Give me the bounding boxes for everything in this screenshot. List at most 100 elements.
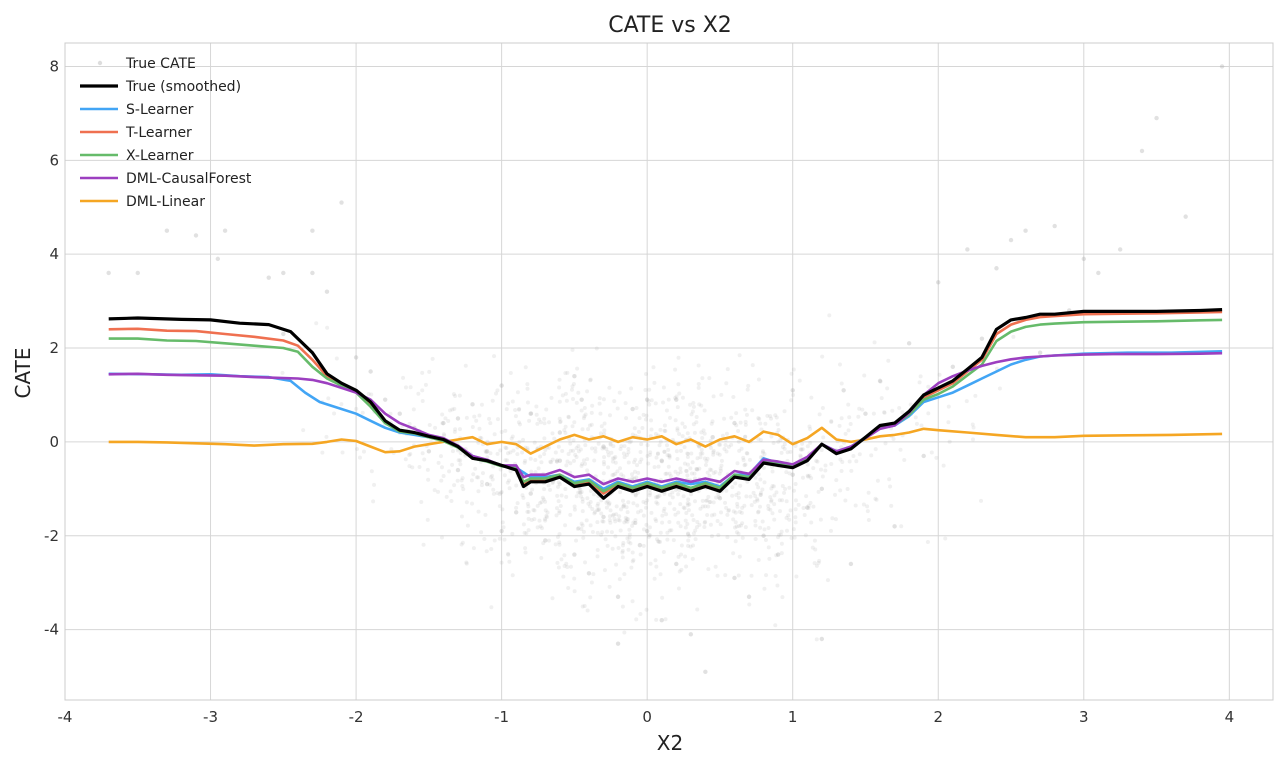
scatter-cloud-point (542, 487, 547, 492)
scatter-point (1219, 64, 1225, 69)
series-line-t-learner (108, 310, 1223, 495)
scatter-cloud-point (663, 428, 668, 433)
scatter-cloud-point (654, 500, 659, 505)
scatter-cloud-point (624, 505, 629, 510)
scatter-cloud-point (477, 413, 482, 418)
scatter-cloud-point (595, 530, 600, 535)
legend-label: X-Learner (126, 148, 194, 164)
scatter-cloud-point (602, 428, 607, 433)
scatter-cloud-point (747, 457, 752, 462)
scatter-cloud-point (676, 554, 681, 559)
scatter-cloud-point (489, 605, 494, 610)
scatter-cloud-point (823, 468, 828, 473)
scatter-cloud-point (491, 487, 496, 492)
scatter-cloud-point (479, 402, 484, 407)
scatter-cloud-point (555, 493, 560, 498)
scatter-cloud-point (588, 377, 593, 382)
scatter-cloud-point (865, 504, 870, 509)
scatter-cloud-point (578, 490, 583, 495)
scatter-cloud-point (849, 468, 854, 473)
scatter-cloud-point (441, 432, 446, 437)
scatter-cloud-point (793, 515, 798, 520)
scatter-cloud-point (530, 487, 535, 492)
scatter-cloud-point (564, 561, 569, 566)
scatter-cloud-point (750, 363, 755, 368)
scatter-cloud-point (464, 500, 469, 505)
scatter-cloud-point (611, 444, 616, 449)
scatter-point (892, 524, 897, 529)
scatter-cloud-point (499, 489, 504, 494)
scatter-cloud-point (474, 475, 479, 480)
scatter-cloud-point (685, 454, 690, 459)
scatter-cloud-point (630, 599, 635, 604)
scatter-cloud-point (806, 503, 811, 508)
scatter-cloud-point (491, 464, 496, 469)
scatter-point (659, 458, 664, 463)
scatter-cloud-point (613, 534, 618, 539)
scatter-cloud-point (711, 450, 716, 455)
scatter-cloud-point (563, 523, 568, 528)
scatter-cloud-point (504, 446, 509, 451)
scatter-cloud-point (758, 492, 763, 497)
scatter-cloud-point (526, 509, 531, 514)
scatter-cloud-point (731, 394, 736, 399)
scatter-cloud-point (579, 463, 584, 468)
series-line-dml-linear (108, 426, 1223, 455)
scatter-cloud-point (532, 508, 537, 513)
y-tick-label: 6 (49, 151, 59, 169)
scatter-cloud-point (598, 411, 603, 416)
scatter-cloud-point (934, 455, 939, 460)
scatter-cloud-point (602, 455, 607, 460)
scatter-cloud-point (676, 510, 681, 515)
scatter-cloud-point (632, 426, 637, 431)
scatter-cloud-point (682, 461, 687, 466)
scatter-cloud-point (630, 432, 635, 437)
scatter-cloud-point (603, 537, 608, 542)
scatter-cloud-point (576, 449, 581, 454)
scatter-cloud-point (607, 518, 612, 523)
scatter-cloud-point (563, 430, 568, 435)
scatter-cloud-point (630, 550, 635, 555)
scatter-cloud-point (573, 452, 578, 457)
scatter-cloud-point (857, 452, 862, 457)
scatter-cloud-point (580, 462, 585, 467)
scatter-cloud-point (886, 358, 891, 363)
scatter-cloud-point (897, 406, 902, 411)
scatter-cloud-point (685, 431, 690, 436)
scatter-cloud-point (605, 450, 610, 455)
scatter-cloud-point (717, 442, 722, 447)
scatter-cloud-point (633, 493, 638, 498)
scatter-cloud-point (608, 441, 613, 446)
scatter-cloud-point (502, 537, 507, 542)
scatter-cloud-point (806, 506, 811, 511)
scatter-cloud-point (733, 539, 738, 544)
scatter-cloud-point (633, 492, 638, 497)
scatter-cloud-point (448, 408, 453, 413)
scatter-cloud-point (736, 573, 741, 578)
scatter-cloud-point (533, 470, 538, 475)
scatter-point (397, 411, 402, 416)
scatter-cloud-point (782, 442, 787, 447)
scatter-cloud-point (705, 513, 710, 518)
scatter-cloud-point (608, 520, 613, 525)
scatter-cloud-point (725, 535, 730, 540)
scatter-cloud-point (811, 466, 816, 471)
scatter-cloud-point (631, 520, 636, 525)
scatter-cloud-point (743, 407, 748, 412)
scatter-cloud-point (946, 404, 951, 409)
scatter-cloud-point (473, 466, 478, 471)
scatter-cloud-point (568, 448, 573, 453)
scatter-cloud-point (581, 535, 586, 540)
scatter-cloud-point (452, 406, 457, 411)
scatter-cloud-point (889, 503, 894, 508)
scatter-cloud-point (571, 382, 576, 387)
scatter-point (215, 256, 221, 262)
scatter-cloud-point (925, 539, 930, 544)
scatter-cloud-point (660, 513, 665, 518)
scatter-cloud-point (707, 473, 712, 478)
scatter-cloud-point (612, 399, 617, 404)
scatter-cloud-point (814, 637, 819, 642)
scatter-cloud-point (641, 499, 646, 504)
scatter-cloud-point (683, 554, 688, 559)
scatter-cloud-point (693, 528, 698, 533)
